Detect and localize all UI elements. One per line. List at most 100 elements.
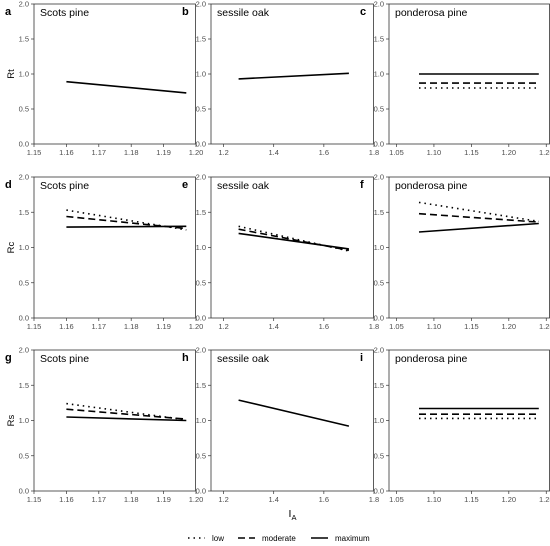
y-tick-label: 2.0 xyxy=(19,0,29,9)
panel-letter: d xyxy=(5,179,12,191)
x-tick-label: 1.6 xyxy=(319,322,329,331)
panel-title: Scots pine xyxy=(40,180,89,192)
y-tick-label: 0.0 xyxy=(19,314,29,323)
panel-title: sessile oak xyxy=(217,7,270,19)
y-tick-label: 1.0 xyxy=(196,416,206,425)
y-tick-label: 0.5 xyxy=(196,451,206,460)
panel-frame-e xyxy=(210,176,374,319)
x-tick-label: 1.17 xyxy=(91,322,106,331)
x-tick-label: 1.25 xyxy=(539,322,550,331)
y-tick-label: 0.0 xyxy=(196,140,206,149)
x-tick-label: 1.25 xyxy=(539,495,550,504)
x-tick-label: 1.15 xyxy=(27,322,42,331)
series-line-maximum xyxy=(238,72,349,80)
x-tick-label: 1.15 xyxy=(464,495,479,504)
panel-letter: c xyxy=(360,6,366,18)
panel-title: Scots pine xyxy=(40,7,89,19)
y-tick-label: 1.5 xyxy=(19,381,29,390)
x-tick-label: 1.15 xyxy=(464,322,479,331)
x-tick-label: 1.15 xyxy=(27,495,42,504)
panel-b: 0.0 0.5 1.0 1.5 2.0 1.2 1.4 1.6 1.8 b sessile oak xyxy=(182,0,379,157)
y-axis-label: Rc xyxy=(6,241,17,253)
x-tick-label: 1.20 xyxy=(189,495,204,504)
x-tick-label: 1.17 xyxy=(91,148,106,157)
x-tick-label: 1.6 xyxy=(319,495,329,504)
y-tick-label: 1.5 xyxy=(19,208,29,217)
panel-f: 0.0 0.5 1.0 1.5 2.0 1.05 1.10 1.15 1.20 1.25 f pond… xyxy=(360,173,550,331)
legend: low moderate maximum xyxy=(188,534,370,543)
panel-frame-b xyxy=(210,3,374,145)
x-tick-label: 1.20 xyxy=(189,148,204,157)
x-tick-label: 1.2 xyxy=(218,148,228,157)
y-tick-label: 1.0 xyxy=(19,70,29,79)
x-tick-label: 1.19 xyxy=(156,148,171,157)
x-tick-label: 1.10 xyxy=(427,495,442,504)
y-tick-label: 0.5 xyxy=(19,278,29,287)
y-tick-label: 0.0 xyxy=(374,314,384,323)
y-tick-label: 0.0 xyxy=(196,314,206,323)
panel-frame-a xyxy=(33,3,196,145)
y-tick-label: 1.0 xyxy=(196,243,206,252)
x-tick-label: 1.4 xyxy=(268,322,278,331)
y-tick-label: 2.0 xyxy=(374,173,384,182)
y-tick-label: 0.5 xyxy=(374,451,384,460)
x-tick-label: 1.17 xyxy=(91,495,106,504)
x-tick-label: 1.15 xyxy=(464,148,479,157)
x-tick-label: 1.19 xyxy=(156,495,171,504)
y-tick-label: 2.0 xyxy=(19,173,29,182)
y-tick-label: 1.5 xyxy=(196,208,206,217)
y-tick-label: 1.5 xyxy=(196,35,206,44)
panel-frame-i xyxy=(388,349,550,492)
series-line-low xyxy=(418,201,539,223)
x-tick-label: 1.18 xyxy=(124,148,139,157)
panel-frame-f xyxy=(388,176,550,319)
panel-letter: g xyxy=(5,352,12,364)
y-tick-label: 0.0 xyxy=(19,487,29,496)
x-tick-label: 1.15 xyxy=(27,148,42,157)
panel-letter: a xyxy=(5,6,12,18)
y-tick-label: 0.0 xyxy=(374,487,384,496)
panel-c: 0.0 0.5 1.0 1.5 2.0 1.05 1.10 1.15 1.20 1.25 c pond… xyxy=(360,0,550,157)
y-tick-label: 0.5 xyxy=(196,105,206,114)
legend-label-moderate: moderate xyxy=(262,534,296,543)
y-axis-label: Rt xyxy=(6,69,17,79)
legend-label-maximum: maximum xyxy=(335,534,370,543)
y-tick-label: 2.0 xyxy=(196,173,206,182)
x-tick-label: 1.18 xyxy=(124,322,139,331)
panel-letter: f xyxy=(360,179,364,191)
panel-h: 0.0 0.5 1.0 1.5 2.0 1.2 1.4 1.6 1.8 h sessile oak I… xyxy=(182,346,379,522)
x-axis-label-subscript: A xyxy=(291,513,296,522)
legend-label-low: low xyxy=(212,534,224,543)
panel-title: ponderosa pine xyxy=(395,353,468,365)
panel-title: ponderosa pine xyxy=(395,7,468,19)
y-tick-label: 1.5 xyxy=(196,381,206,390)
panel-e: 0.0 0.5 1.0 1.5 2.0 1.2 1.4 1.6 1.8 e sessile oak xyxy=(182,173,379,331)
x-tick-label: 1.05 xyxy=(389,148,404,157)
x-tick-label: 1.10 xyxy=(427,322,442,331)
y-tick-label: 0.5 xyxy=(374,105,384,114)
x-tick-label: 1.20 xyxy=(189,322,204,331)
panel-frame-h xyxy=(210,349,374,492)
x-tick-label: 1.8 xyxy=(369,495,379,504)
x-tick-label: 1.20 xyxy=(502,322,517,331)
panel-i: 0.0 0.5 1.0 1.5 2.0 1.05 1.10 1.15 1.20 1.25 i pond… xyxy=(360,346,550,504)
y-tick-label: 2.0 xyxy=(19,346,29,355)
y-tick-label: 2.0 xyxy=(374,0,384,9)
y-tick-label: 1.0 xyxy=(19,416,29,425)
y-tick-label: 0.5 xyxy=(19,451,29,460)
y-tick-label: 2.0 xyxy=(196,0,206,9)
x-tick-label: 1.20 xyxy=(502,495,517,504)
y-tick-label: 1.5 xyxy=(19,35,29,44)
x-tick-label: 1.2 xyxy=(218,495,228,504)
series-line-maximum xyxy=(66,416,187,422)
panel-title: sessile oak xyxy=(217,353,270,365)
panel-letter: i xyxy=(360,352,363,364)
y-tick-label: 2.0 xyxy=(374,346,384,355)
x-tick-label: 1.8 xyxy=(369,148,379,157)
x-axis-label-main: I xyxy=(289,508,292,520)
series-line-maximum xyxy=(66,225,187,228)
y-tick-label: 0.0 xyxy=(19,140,29,149)
x-tick-label: 1.16 xyxy=(59,322,74,331)
series-line-low xyxy=(66,209,187,231)
x-tick-label: 1.2 xyxy=(218,322,228,331)
